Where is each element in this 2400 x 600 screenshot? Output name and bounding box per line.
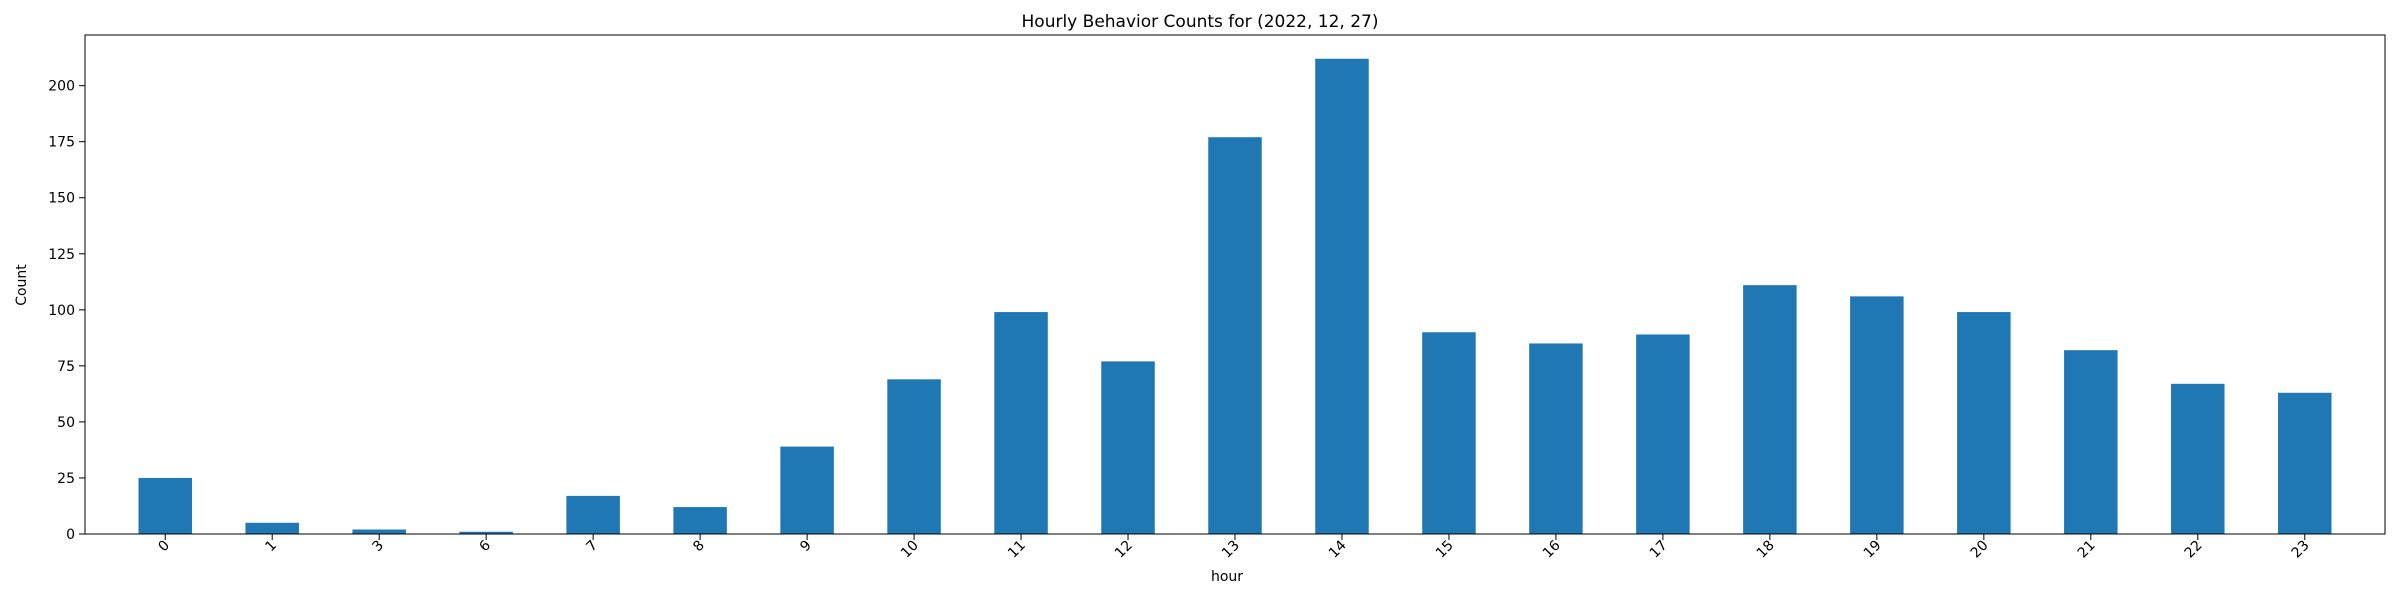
bar-8 — [673, 507, 727, 534]
x-tick-label-10: 10 — [898, 538, 922, 562]
bar-21 — [2064, 350, 2118, 534]
y-tick-label-175: 175 — [48, 135, 75, 151]
bar-7 — [566, 495, 620, 534]
bar-15 — [1422, 332, 1476, 534]
x-tick-label-8: 8 — [690, 538, 708, 556]
bar-22 — [2171, 383, 2225, 534]
y-tick-label-0: 0 — [66, 527, 75, 543]
bar-16 — [1529, 343, 1583, 534]
bar-20 — [1957, 312, 2011, 534]
y-axis: 0 25 50 75 100 125 150 175 200 — [48, 79, 85, 543]
x-tick-label-21: 21 — [2075, 538, 2099, 562]
x-tick-label-23: 23 — [2289, 538, 2313, 562]
x-tick-label-22: 22 — [2182, 538, 2206, 562]
x-tick-label-6: 6 — [476, 537, 494, 555]
bar-10 — [887, 379, 941, 534]
bar-13 — [1208, 137, 1262, 535]
bar-0 — [138, 477, 192, 534]
bar-1 — [245, 522, 299, 534]
y-tick-label-50: 50 — [57, 415, 75, 431]
x-tick-label-16: 16 — [1540, 537, 1564, 561]
bars-group — [138, 58, 2332, 535]
bar-9 — [780, 446, 834, 534]
bar-17 — [1636, 334, 1690, 534]
bar-23 — [2278, 392, 2332, 534]
x-tick-label-14: 14 — [1326, 537, 1350, 561]
y-tick-label-75: 75 — [57, 359, 75, 375]
bar-18 — [1743, 285, 1797, 534]
x-tick-label-13: 13 — [1219, 538, 1243, 562]
chart-title: Hourly Behavior Counts for (2022, 12, 27… — [1022, 12, 1379, 32]
bar-19 — [1850, 296, 1904, 534]
x-tick-label-18: 18 — [1754, 538, 1778, 562]
bar-12 — [1101, 361, 1155, 534]
x-tick-label-19: 19 — [1861, 538, 1885, 562]
bar-6 — [459, 531, 513, 534]
x-tick-label-1: 1 — [262, 538, 280, 556]
bar-14 — [1315, 58, 1369, 535]
y-tick-label-100: 100 — [48, 303, 75, 319]
x-tick-label-20: 20 — [1968, 538, 1992, 562]
x-tick-label-0: 0 — [155, 538, 173, 556]
y-axis-label: Count — [14, 264, 30, 306]
x-tick-label-11: 11 — [1005, 538, 1029, 562]
x-tick-label-12: 12 — [1112, 538, 1136, 562]
y-tick-label-150: 150 — [48, 191, 75, 207]
x-tick-label-3: 3 — [369, 538, 387, 556]
x-tick-label-7: 7 — [583, 538, 601, 556]
bar-3 — [352, 529, 406, 534]
x-axis-label: hour — [1211, 569, 1243, 585]
x-tick-label-15: 15 — [1433, 538, 1457, 562]
x-tick-label-17: 17 — [1647, 538, 1671, 562]
bar-11 — [994, 312, 1048, 534]
x-axis: 0 1 3 6 7 8 9 10 11 12 13 14 15 16 17 18 19 20 21 22 23 — [155, 534, 2313, 562]
y-tick-label-25: 25 — [57, 471, 75, 487]
plot-frame — [84, 34, 2386, 535]
y-tick-label-200: 200 — [48, 79, 75, 95]
y-tick-label-125: 125 — [48, 247, 75, 263]
x-tick-label-9: 9 — [797, 538, 815, 556]
